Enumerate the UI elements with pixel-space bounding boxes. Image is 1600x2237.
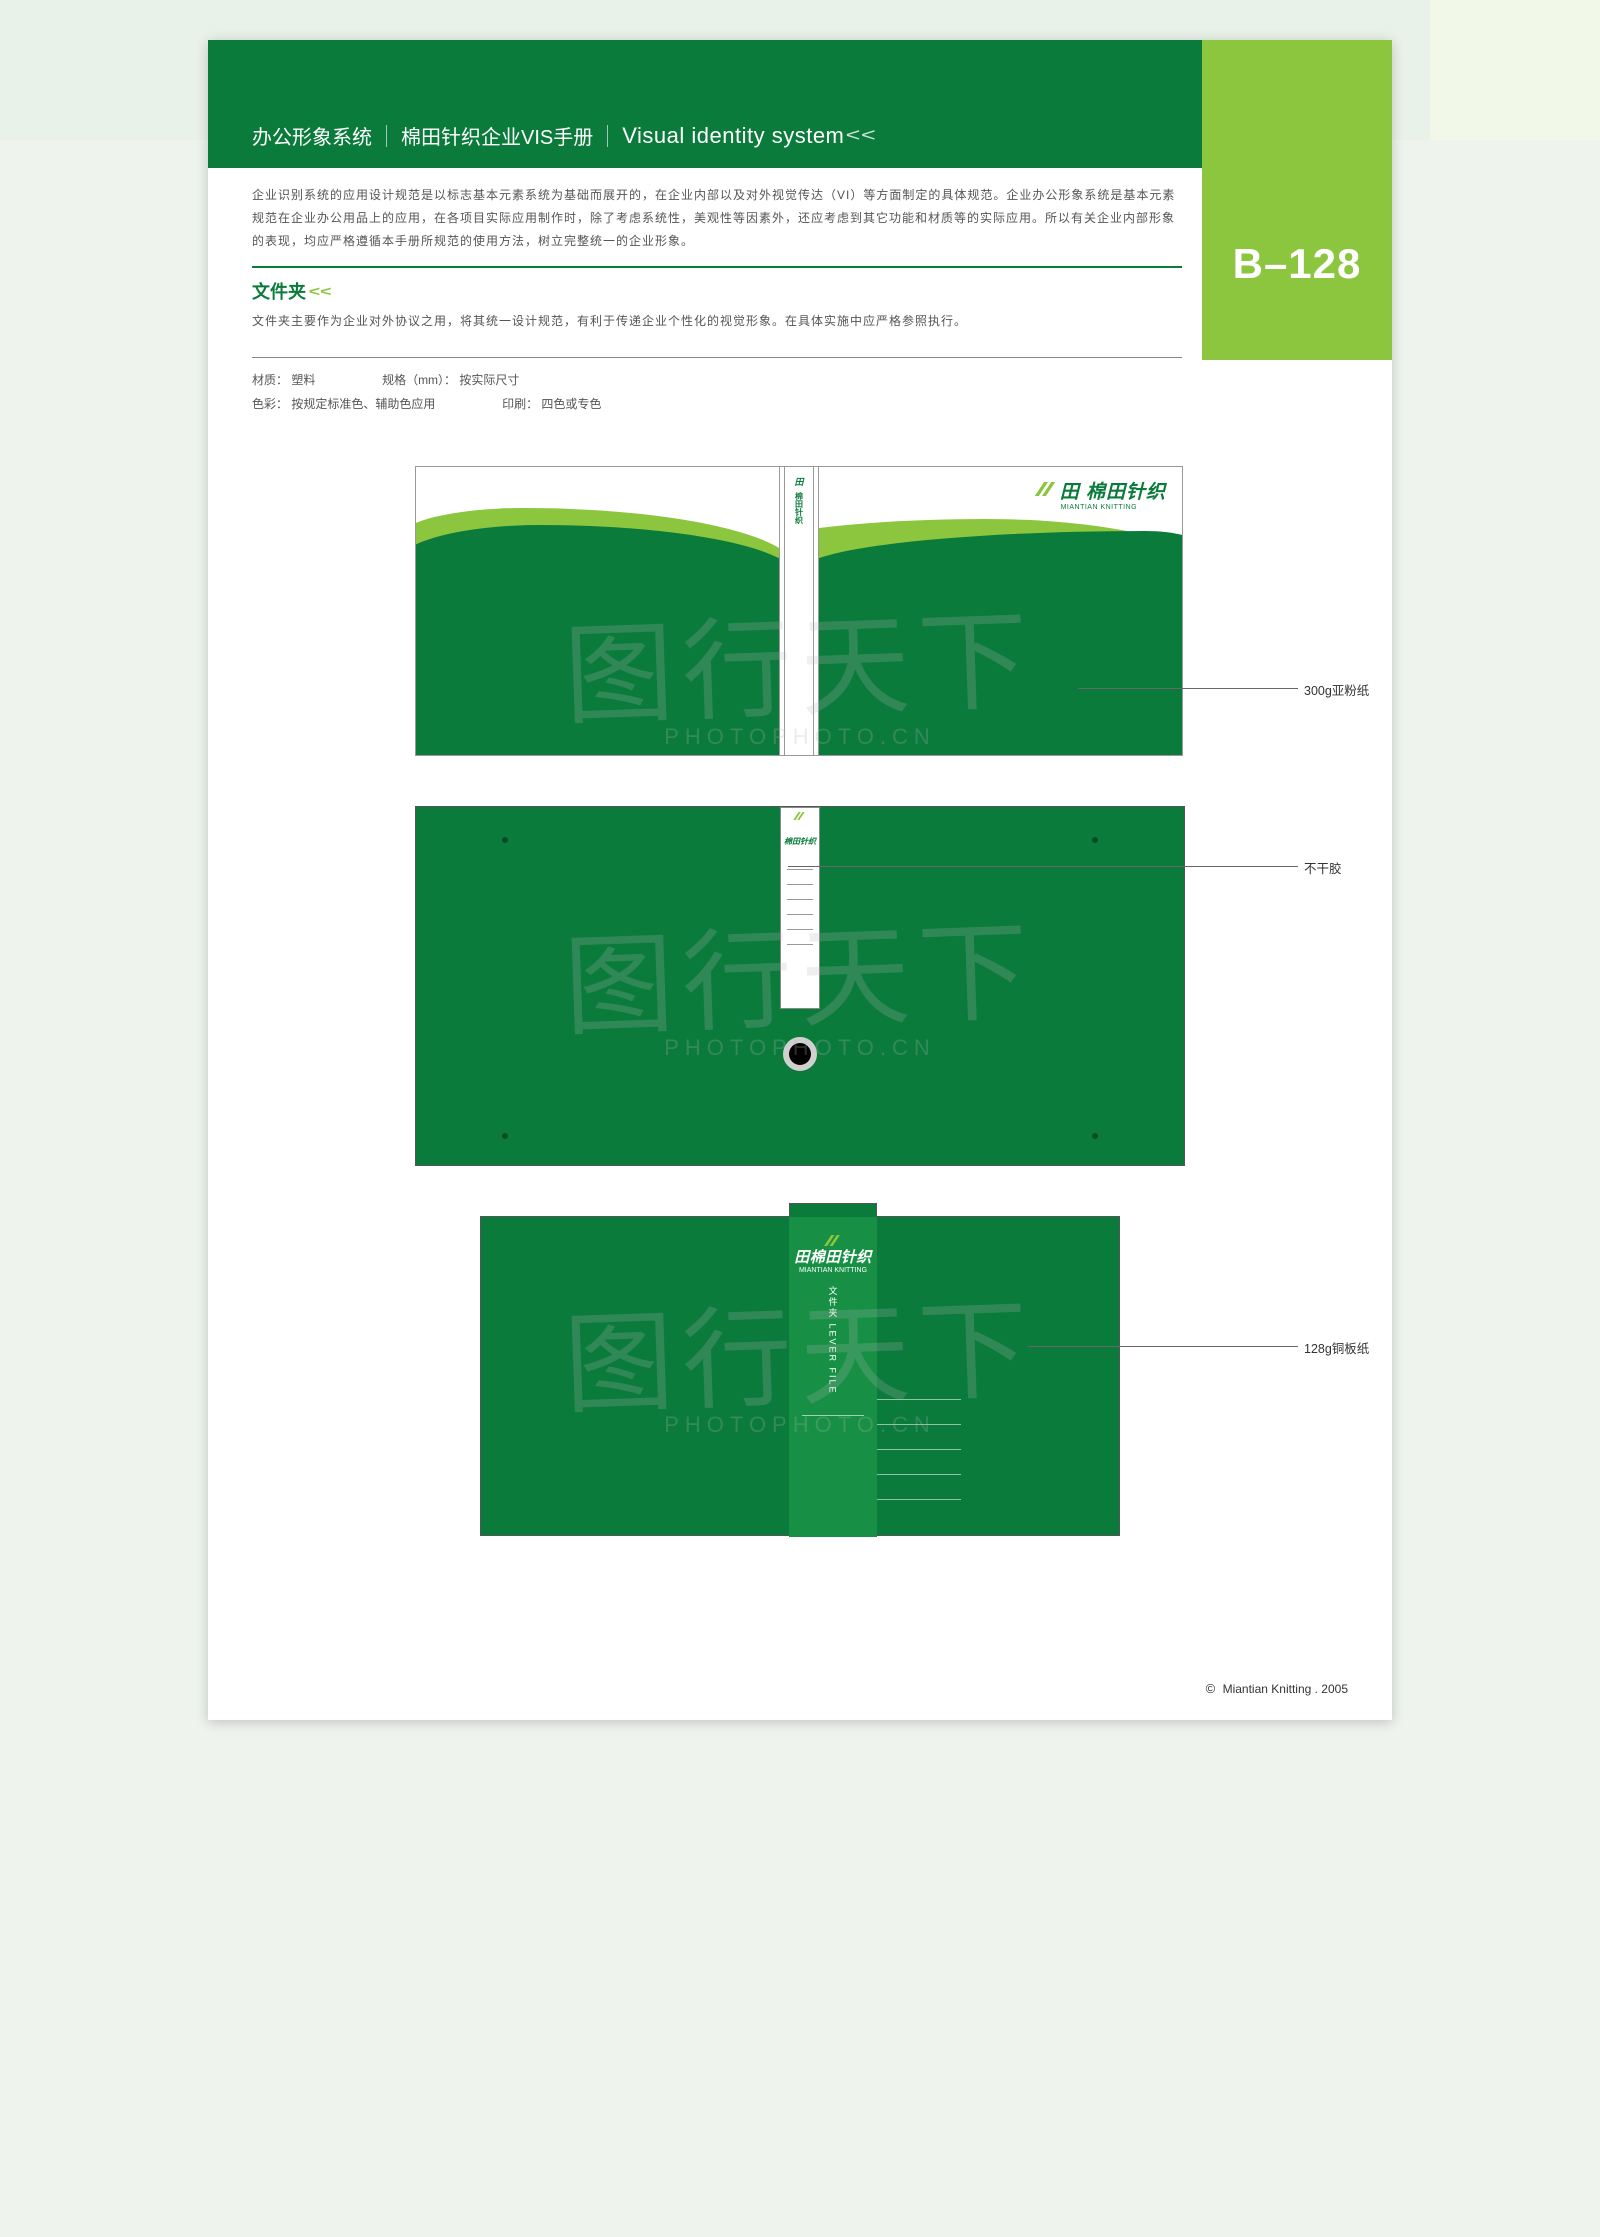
logo-brand-cn: 棉田针织: [810, 1249, 872, 1266]
label-folder-spine: 田棉田针织 MIANTIAN KNITTING 文件夹 LEVER FILE: [789, 1217, 877, 1537]
divider: [386, 125, 387, 147]
punch-hole: [1092, 1133, 1098, 1139]
binder-brand-cn: 棉田针织: [784, 836, 816, 847]
header-en-text: Visual identity system: [622, 123, 844, 149]
punch-hole: [1092, 837, 1098, 843]
logo-wing-icon: [790, 812, 808, 820]
binder-mockup: 棉田针织: [415, 806, 1185, 1166]
logo-wing-icon: [1028, 482, 1061, 496]
fold-line: [784, 467, 785, 755]
spec-block: 材质： 塑料 规格（mm）： 按实际尺寸 色彩： 按规定标准色、辅助色应用 印刷…: [252, 357, 1182, 416]
callout-line: [788, 866, 1298, 867]
lf-logo-en: MIANTIAN KNITTING: [799, 1267, 867, 1274]
spec-line-1: 材质： 塑料 规格（mm）： 按实际尺寸: [252, 368, 1182, 392]
binder-label-lines: [781, 847, 819, 967]
wave-main: [818, 531, 1183, 756]
lf-secondary-lines: [877, 1387, 961, 1512]
punch-hole: [502, 837, 508, 843]
spec-color-label: 色彩：: [252, 397, 288, 411]
header-title-group: 办公形象系统 棉田针织企业VIS手册 Visual identity syste…: [252, 121, 872, 150]
spec-color: 按规定标准色、辅助色应用: [291, 397, 435, 411]
binder-spine-label: 棉田针织: [780, 807, 820, 1009]
callout-line: [1078, 688, 1298, 689]
arrows-icon: <<: [309, 283, 332, 299]
logo-main: 田 棉田针织: [1032, 477, 1166, 504]
logo-brand-en: MIANTIAN KNITTING: [1032, 504, 1166, 511]
fold-line: [813, 467, 814, 755]
logo-block: 田 棉田针织 MIANTIAN KNITTING: [1032, 477, 1166, 511]
header-seg-en: Visual identity system <<: [622, 123, 872, 149]
lf-vlabel-cn: 文件夹: [828, 1286, 838, 1319]
label-folder-tab: [789, 1203, 877, 1217]
binder-ring-icon: [783, 1037, 817, 1071]
spec-material-label: 材质：: [252, 373, 288, 387]
section-title-text: 文件夹: [252, 278, 306, 304]
logo-icon-text: 田: [794, 1249, 810, 1266]
header-accent: [1202, 40, 1392, 168]
page-footer: © Miantian Knitting . 2005: [1206, 1681, 1348, 1696]
spec-material: 塑料: [291, 373, 315, 387]
section-title: 文件夹 <<: [252, 266, 1182, 304]
logo-icon-text: 田: [1060, 482, 1080, 503]
folder-spine: 田 棉田针织: [780, 466, 818, 756]
section: 文件夹 << 文件夹主要作为企业对外协议之用，将其统一设计规范，有利于传递企业个…: [208, 266, 1392, 426]
logo-icon-text: 田: [794, 475, 803, 488]
spec-line-2: 色彩： 按规定标准色、辅助色应用 印刷： 四色或专色: [252, 392, 1182, 416]
callout-line: [1028, 1346, 1298, 1347]
header-seg-system: 办公形象系统: [252, 121, 372, 150]
footer-text: Miantian Knitting . 2005: [1223, 1682, 1348, 1696]
section-desc: 文件夹主要作为企业对外协议之用，将其统一设计规范，有利于传递企业个性化的视觉形象…: [252, 304, 1182, 333]
punch-hole: [502, 1133, 508, 1139]
spine-logo: 田 棉田针织: [789, 475, 809, 539]
page-header: 办公形象系统 棉田针织企业VIS手册 Visual identity syste…: [208, 40, 1392, 168]
label-folder-mockup: 田棉田针织 MIANTIAN KNITTING 文件夹 LEVER FILE: [480, 1216, 1120, 1536]
rule-line: [802, 1415, 864, 1416]
logo-wing-icon: [819, 1235, 844, 1246]
spec-size-label: 规格（mm）：: [382, 373, 456, 387]
vis-manual-page: 办公形象系统 棉田针织企业VIS手册 Visual identity syste…: [208, 40, 1392, 1720]
header-seg-manual: 棉田针织企业VIS手册: [401, 121, 593, 150]
folder-back-cover: [415, 466, 780, 756]
lf-vertical-label: 文件夹 LEVER FILE: [827, 1286, 840, 1395]
arrows-icon: <<: [846, 125, 877, 146]
callout-binder: 不干胶: [1304, 858, 1342, 877]
spec-print: 四色或专色: [541, 397, 601, 411]
divider: [607, 125, 608, 147]
logo-brand-cn: 棉田针织: [1086, 482, 1166, 503]
spine-brand-cn: 棉田针织: [794, 492, 805, 524]
callout-cover: 300g亚粉纸: [1304, 680, 1369, 699]
folder-cover-mockup: 田 棉田针织 田 棉田针织 MIANTIAN KNITTING: [415, 466, 1185, 756]
folder-front-cover: 田 棉田针织 MIANTIAN KNITTING: [818, 466, 1183, 756]
copyright-symbol: ©: [1206, 1681, 1216, 1696]
mockups-area: 田 棉田针织 田 棉田针织 MIANTIAN KNITTING 300g亚粉纸: [208, 426, 1392, 1536]
lf-vlabel-en: LEVER FILE: [828, 1324, 838, 1395]
spec-size: 按实际尺寸: [459, 373, 519, 387]
lf-logo-cn: 田棉田针织: [794, 1246, 872, 1267]
wave-main: [415, 525, 780, 755]
spec-print-label: 印刷：: [502, 397, 538, 411]
callout-label: 128g铜板纸: [1304, 1338, 1369, 1357]
background-band-accent: [1430, 0, 1600, 140]
